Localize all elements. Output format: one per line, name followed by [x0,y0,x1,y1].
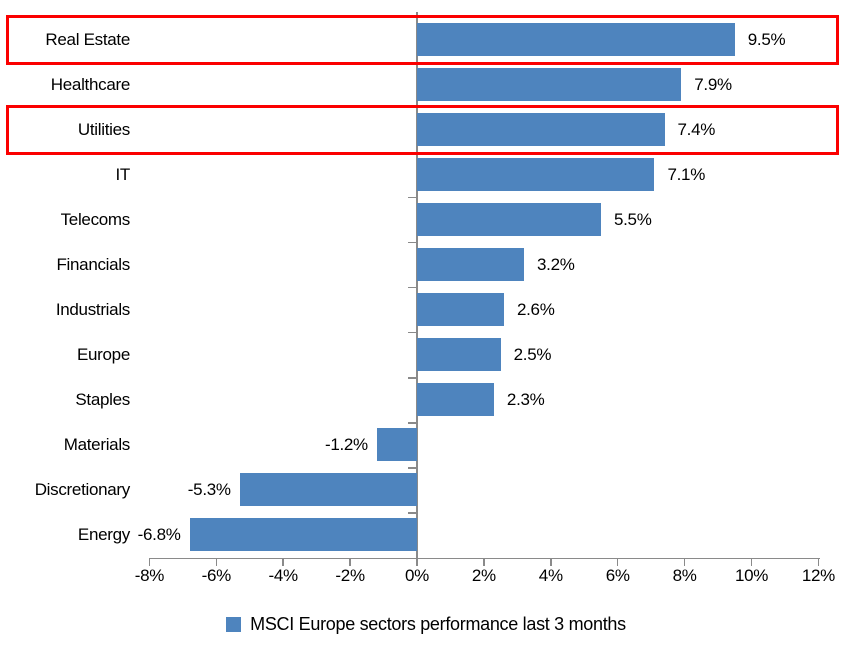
value-axis-tick [750,557,753,566]
category-axis-tick [408,512,418,514]
value-axis-tick [416,557,418,566]
value-label: 3.2% [537,254,575,274]
category-label: Financials [56,254,130,274]
value-axis-tick-label: -8% [134,566,165,585]
value-axis-tick [349,557,351,566]
value-axis-tick [282,557,284,566]
value-axis-tick-label: 6% [605,566,630,585]
value-label: 2.6% [516,299,555,319]
highlight-box-real-estate [6,14,839,65]
category-label: Real Estate [45,29,130,49]
value-label: 9.5% [747,29,786,49]
bar [417,203,601,237]
value-axis-tick-label: 10% [734,566,769,585]
value-label: 7.4% [677,119,716,139]
category-axis-tick [408,107,418,109]
bar [189,518,417,552]
category-axis-tick [408,332,418,334]
value-label: -1.2% [324,434,368,454]
bar [239,473,417,507]
category-label: Healthcare [50,74,131,94]
bar [417,113,665,147]
category-label: Industrials [55,299,130,319]
category-axis-tick [408,422,418,424]
category-label: Europe [76,344,130,364]
legend-swatch-icon [226,616,242,632]
category-label: Telecoms [60,209,131,229]
bar [376,428,417,462]
category-axis-tick [408,287,418,289]
bar [417,338,501,372]
value-label: -6.8% [137,524,181,544]
value-label: 2.3% [506,389,545,409]
category-label: Materials [63,434,131,454]
value-label: 7.9% [694,74,732,94]
category-label: Staples [75,389,130,409]
value-label: 7.1% [667,164,706,184]
category-label: Utilities [77,119,130,139]
legend-label: MSCI Europe sectors performance last 3 m… [250,613,626,634]
value-axis-tick [550,557,552,566]
value-axis-line [149,557,820,559]
legend: MSCI Europe sectors performance last 3 m… [0,611,852,637]
value-axis-tick [817,557,820,566]
category-axis-line [416,12,418,559]
value-axis-tick-label: 12% [801,566,835,585]
bar [417,68,682,102]
value-axis-tick [215,557,218,566]
value-axis-tick-label: -2% [335,566,365,585]
bar [417,293,504,327]
value-axis-tick-label: -6% [201,566,232,585]
value-label: 2.5% [513,344,552,364]
value-axis-tick-label: 8% [672,566,697,585]
value-axis-tick [483,557,485,566]
category-axis-tick [408,467,418,469]
bar [417,158,655,192]
value-axis-tick-label: -4% [268,566,299,585]
bar [417,23,735,57]
highlight-box-utilities [6,104,839,155]
value-label: -5.3% [187,479,231,499]
category-axis-tick [408,197,418,199]
value-axis-tick [683,557,686,566]
category-axis-tick [408,17,418,19]
category-axis-tick [408,377,418,379]
category-axis-tick [408,242,418,244]
value-axis-tick [616,557,619,566]
category-label: IT [115,164,130,184]
value-label: 5.5% [613,209,652,229]
value-axis-tick [148,557,151,566]
bar [417,248,525,282]
value-axis-tick-label: 0% [405,566,429,585]
category-label: Energy [77,524,130,544]
value-axis-tick-label: 4% [538,566,563,585]
bar [417,383,494,417]
value-axis-tick-label: 2% [471,566,496,585]
category-label: Discretionary [34,479,131,499]
